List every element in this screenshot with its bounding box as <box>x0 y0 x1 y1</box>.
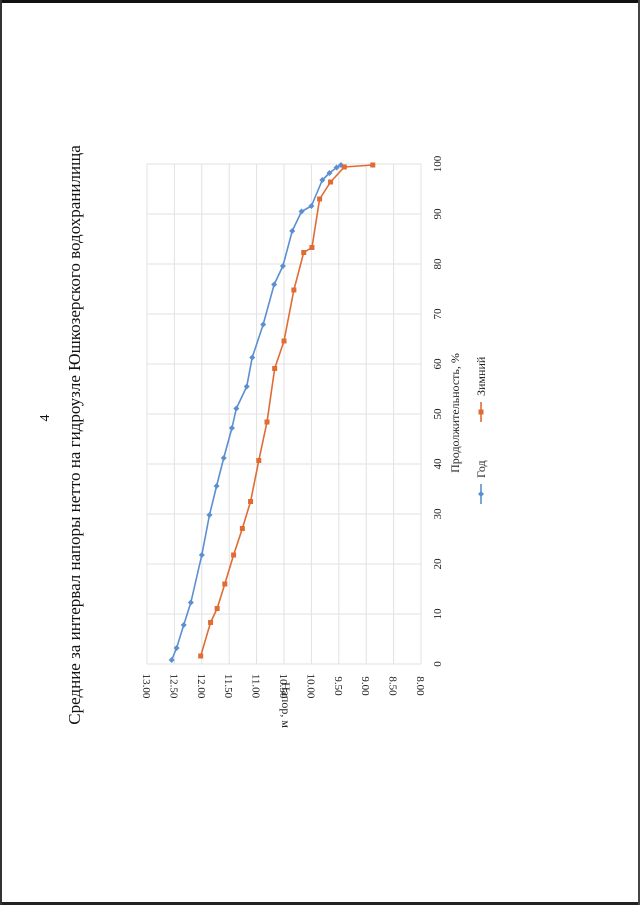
data-point <box>281 338 287 344</box>
y-tick-label: 9.50 <box>332 676 344 696</box>
x-axis-title: Продолжительность, % <box>448 353 462 473</box>
page-number: 4 <box>38 415 53 422</box>
data-point <box>291 287 297 293</box>
data-point <box>279 263 286 269</box>
data-point <box>370 162 376 168</box>
data-point <box>206 512 213 518</box>
x-tick-label: 50 <box>432 408 444 420</box>
x-tick-label: 20 <box>432 558 444 570</box>
legend-swatch-marker <box>478 409 484 415</box>
data-point <box>198 552 205 558</box>
x-tick-label: 90 <box>432 208 444 220</box>
legend-label: Год <box>474 460 488 478</box>
y-tick-label: 11.00 <box>250 674 262 699</box>
data-point <box>308 203 315 209</box>
data-point <box>301 250 307 255</box>
data-point <box>309 245 315 250</box>
x-tick-label: 0 <box>432 661 444 667</box>
y-tick-label: 10.50 <box>277 674 289 699</box>
legend-item: Год <box>474 460 488 504</box>
data-point <box>298 208 305 215</box>
data-point <box>333 164 340 171</box>
y-tick-label: 9.00 <box>359 676 371 696</box>
y-tick-label: 12.00 <box>195 674 207 699</box>
x-tick-label: 30 <box>432 508 444 520</box>
series-lines <box>168 162 376 663</box>
data-point <box>220 455 227 461</box>
tick-labels: 0 10 20 30 40 50 60 70 80 90 100 8.00 8.50 9.00 9.50 10… <box>140 155 444 699</box>
legend-swatch-marker <box>478 491 484 497</box>
data-point <box>341 164 347 170</box>
data-point <box>214 606 220 611</box>
data-point <box>256 458 262 463</box>
data-point <box>243 383 250 390</box>
data-point <box>231 552 237 558</box>
y-tick-label: 10.00 <box>304 674 316 699</box>
data-point <box>228 425 235 431</box>
legend-item: Зимний <box>474 356 488 422</box>
legend-label: Зимний <box>474 356 488 396</box>
scan-border-top <box>0 0 640 3</box>
data-point <box>319 177 326 183</box>
data-point <box>208 620 214 625</box>
data-point <box>317 196 323 202</box>
data-point <box>213 483 220 489</box>
data-point <box>260 321 267 328</box>
series-line-1 <box>170 164 342 661</box>
data-point <box>272 366 278 371</box>
data-point <box>222 581 228 587</box>
data-point <box>248 499 254 504</box>
scan-border-bottom <box>0 902 640 905</box>
y-tick-label: 8.50 <box>387 676 399 696</box>
x-tick-label: 100 <box>432 155 444 172</box>
scan-border-right <box>638 0 640 905</box>
data-point <box>239 526 245 531</box>
data-point <box>173 645 180 651</box>
data-point <box>180 622 187 628</box>
y-tick-label: 13.00 <box>140 674 152 699</box>
chart-title: Средние за интервал напоры нетто на гидр… <box>65 145 84 725</box>
data-point <box>271 281 278 288</box>
series-line-2 <box>199 164 373 657</box>
data-point <box>326 170 333 176</box>
y-axis-title: Напор, м <box>279 682 293 728</box>
x-tick-label: 70 <box>432 308 444 320</box>
data-point <box>249 354 256 361</box>
data-point <box>233 405 240 412</box>
x-tick-label: 10 <box>432 608 444 620</box>
x-tick-label: 40 <box>432 458 444 470</box>
x-tick-label: 80 <box>432 258 444 270</box>
data-point <box>328 179 334 185</box>
data-point <box>264 419 270 425</box>
data-point <box>187 599 194 606</box>
y-tick-label: 11.50 <box>222 674 234 699</box>
y-tick-label: 8.00 <box>414 676 426 696</box>
legend: Год Зимний <box>474 356 488 504</box>
data-point <box>289 228 296 234</box>
grid-lines <box>146 163 422 665</box>
data-point <box>198 653 204 659</box>
x-tick-label: 60 <box>432 358 444 370</box>
scan-border-left <box>0 0 2 905</box>
data-point <box>168 657 175 663</box>
y-tick-label: 12.50 <box>167 674 179 699</box>
